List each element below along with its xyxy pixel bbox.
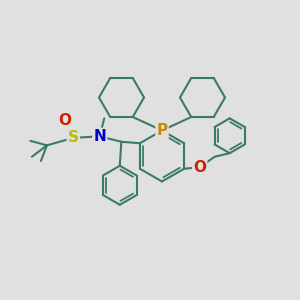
Text: N: N	[93, 129, 106, 144]
Text: O: O	[193, 160, 206, 175]
Text: S: S	[68, 130, 79, 146]
Text: O: O	[58, 113, 71, 128]
Text: P: P	[156, 123, 168, 138]
